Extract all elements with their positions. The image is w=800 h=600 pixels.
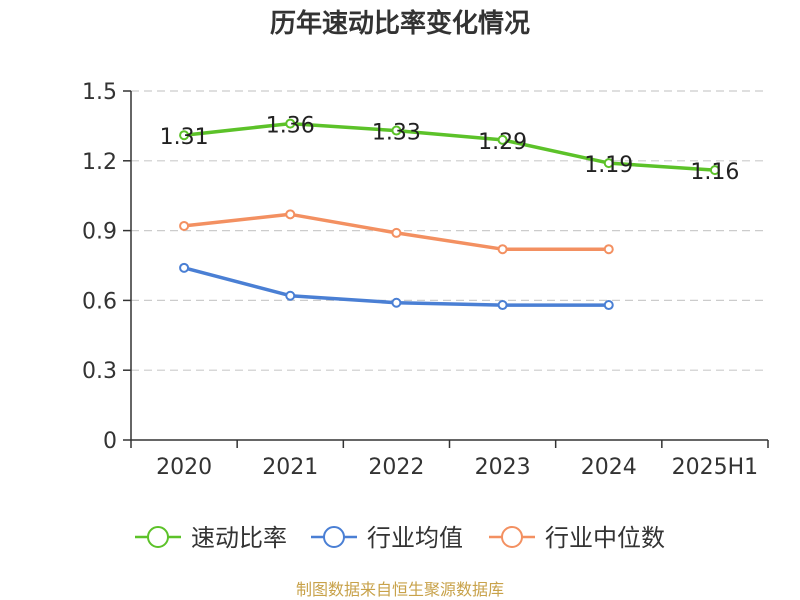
data-point [497,300,508,311]
y-tick-label: 0.9 [82,220,117,245]
data-point [391,227,402,238]
legend-marker [501,526,523,548]
data-point [285,118,296,129]
data-point [391,297,402,308]
legend-marker [323,526,345,548]
data-point [709,165,720,176]
data-label: 1.16 [690,160,739,185]
y-tick-label: 0.3 [82,359,117,384]
x-tick-label: 2023 [475,455,531,480]
x-tick-label: 2025H1 [672,455,759,480]
x-tick-label: 2020 [156,455,212,480]
series-1 [179,262,614,311]
data-point [497,244,508,255]
legend-label: 行业中位数 [545,524,665,552]
series-2 [179,209,614,255]
data-label: 1.31 [160,125,209,150]
x-tick-label: 2021 [262,455,318,480]
legend-item: 行业均值 [311,524,463,552]
data-point [603,300,614,311]
series-0: 1.31 1.36 1.33 1.29 1.19 1.16 [160,114,740,186]
data-point [179,262,190,273]
data-point [603,158,614,169]
grid [131,90,768,371]
legend: 速动比率 行业均值 行业中位数 [135,524,665,552]
y-tick-label: 1.5 [82,80,117,105]
data-label: 1.33 [372,121,421,146]
data-point [179,220,190,231]
data-point [497,134,508,145]
series-line [183,121,716,172]
axes: 0 0.3 0.6 0.9 1.2 1.5 2020 2021 2022 2023 2024 2025… [82,80,769,480]
data-point [285,209,296,220]
legend-item: 行业中位数 [489,524,665,552]
legend-label: 行业均值 [367,524,463,552]
data-point [603,244,614,255]
x-tick-label: 2022 [368,455,424,480]
data-point [285,290,296,301]
legend-marker [147,526,169,548]
x-tick-label: 2024 [581,455,637,480]
data-label: 1.19 [584,153,633,178]
legend-item: 速动比率 [135,524,287,552]
y-tick-label: 0 [103,429,117,454]
y-tick-label: 1.2 [82,150,117,175]
data-label: 1.36 [266,114,315,139]
data-label: 1.29 [478,130,527,155]
data-point [391,125,402,136]
source-note: 制图数据来自恒生聚源数据库 [296,580,504,599]
y-tick-label: 0.6 [82,289,117,314]
data-point [179,130,190,141]
series-layer: 1.31 1.36 1.33 1.29 1.19 1.16 [160,114,740,311]
chart-title: 历年速动比率变化情况 [270,8,530,39]
legend-label: 速动比率 [191,524,287,552]
